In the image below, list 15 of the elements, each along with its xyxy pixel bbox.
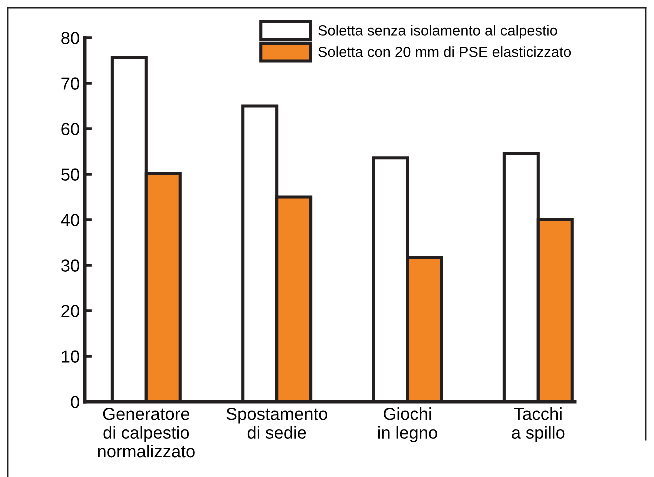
x-tick-label: Giochi in legno: [378, 408, 438, 442]
y-tick-label: 50: [62, 168, 80, 181]
y-tick-label: 60: [62, 123, 80, 136]
y-tick-label: 0: [71, 396, 80, 408]
x-tick-label: Tacchi a spillo: [512, 408, 565, 442]
x-tick-label: Generatore di calpestio normalizzato: [98, 408, 195, 458]
y-tick-label: 20: [62, 305, 80, 318]
y-tick-label: 40: [61, 214, 80, 226]
y-tick-label: 30: [61, 260, 80, 272]
y-tick-label: 80: [62, 32, 80, 44]
y-tick-label: 70: [62, 78, 80, 90]
y-tick-label: 10: [62, 350, 80, 363]
legend-label: Soletta senza isolamento al calpestio: [318, 25, 558, 39]
legend-label: Soletta con 20 mm di PSE elasticizzato: [318, 46, 572, 58]
x-tick-label: Spostamento di sedie: [226, 408, 328, 440]
